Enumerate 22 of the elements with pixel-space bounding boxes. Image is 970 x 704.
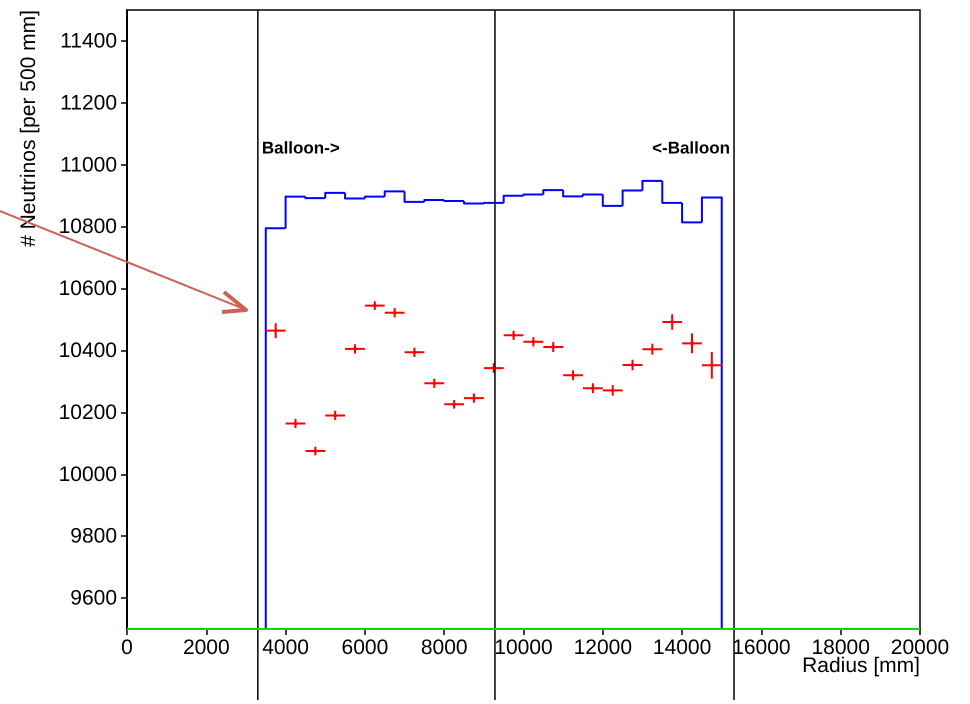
- y-tick-label: 10200: [58, 400, 117, 424]
- x-tick-label: 2000: [182, 636, 230, 659]
- y-tick-label: 10600: [58, 277, 117, 300]
- y-tick-label: 11400: [60, 29, 117, 52]
- y-tick-label: 10400: [58, 338, 117, 362]
- ref-line-label: Balloon->: [262, 138, 340, 158]
- y-tick-label: 9600: [70, 586, 117, 610]
- x-tick-label: 12000: [574, 636, 632, 659]
- x-tick-label: 4000: [262, 636, 309, 659]
- x-tick-label: 0: [121, 636, 133, 659]
- ref-line-label: <-Balloon: [652, 138, 730, 158]
- x-axis-title: Radius [mm]: [802, 654, 920, 677]
- x-tick-label: 8000: [420, 636, 468, 659]
- y-axis-title: # Neutrinos [per 500 mm]: [17, 10, 40, 247]
- x-tick-label: 14000: [652, 636, 712, 659]
- y-tick-label: 10000: [58, 462, 117, 486]
- y-tick-label: 9800: [70, 524, 117, 548]
- x-tick-label: 10000: [494, 636, 553, 659]
- y-tick-label: 11200: [60, 91, 117, 114]
- y-tick-label: 10800: [58, 215, 117, 238]
- x-tick-label: 6000: [342, 636, 388, 659]
- y-tick-label: 11000: [60, 153, 117, 176]
